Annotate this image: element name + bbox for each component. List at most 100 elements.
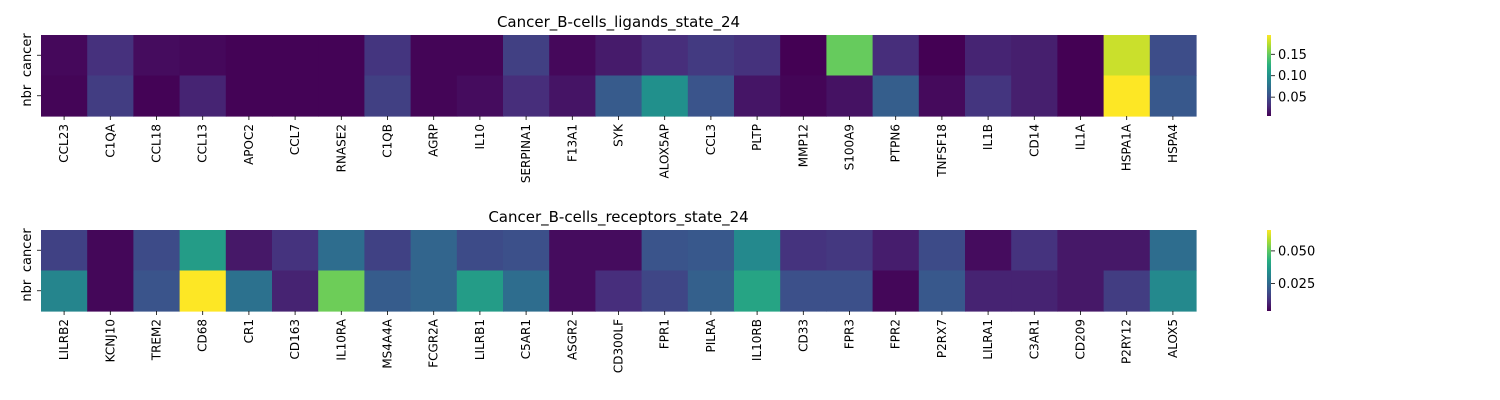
panel1-colorbar-label: 0.10 [1278,69,1307,84]
panel2-cell-cancer-ASGR2 [549,230,596,272]
panel1-cell-nbr-S100A9 [826,75,874,117]
panel2-cell-nbr-TREM2 [133,270,181,312]
panel1-col-label-IL10: IL10 [473,124,487,150]
panel1-cell-nbr-MMP12 [780,75,827,117]
panel2-cell-nbr-CD68 [179,270,227,312]
panel2-row-label-nbr: nbr [20,279,35,301]
panel2-cell-cancer-FPR2 [872,230,920,272]
panel1-cell-cancer-C1QA [87,35,134,77]
panel1-cell-cancer-TNFSF18 [918,35,966,77]
panel1-cell-nbr-IL1B [965,75,1012,117]
panel2-cell-nbr-LILRB2 [41,270,88,312]
panel1-cell-cancer-CCL23 [41,35,88,77]
panel2-cell-nbr-P2RY12 [1103,270,1151,312]
panel1-cell-cancer-RNASE2 [318,35,365,77]
panel1-col-label-MMP12: MMP12 [796,124,810,167]
panel1-cell-cancer-CCL7 [272,35,319,77]
panel2-cell-cancer-FPR1 [641,230,689,272]
panel1-cell-nbr-CCL3 [687,75,735,117]
panel2-cell-cancer-KCNJ10 [87,230,134,272]
panel1-cell-cancer-HSPA1A [1103,35,1151,77]
panel1-cell-nbr-PLTP [734,75,781,117]
panel2-cell-cancer-FPR3 [826,230,874,272]
panel1-col-label-S100A9: S100A9 [843,124,857,170]
panel2-cell-nbr-FPR3 [826,270,874,312]
panel2-cell-cancer-IL10RB [734,230,781,272]
panel1-col-label-TNFSF18: TNFSF18 [935,124,949,178]
panel1-cell-nbr-RNASE2 [318,75,365,117]
panel2-cell-nbr-MS4A4A [364,270,412,312]
panel1-cell-nbr-SERPINA1 [503,75,550,117]
panel2-col-label-FPR1: FPR1 [658,319,672,349]
panel2-col-label-CD33: CD33 [796,319,810,352]
panel1-colorbar-gradient [1267,35,1271,116]
panel1-cell-nbr-IL1A [1057,75,1105,117]
panel2-col-label-PILRA: PILRA [704,318,718,352]
panel2-cell-nbr-CD163 [272,270,319,312]
panel1-cell-nbr-CCL23 [41,75,88,117]
panel2-col-label-ALOX5: ALOX5 [1166,319,1180,358]
panel1-cell-nbr-C1QA [87,75,134,117]
panel2-cell-cancer-C3AR1 [1011,230,1058,272]
panel1-col-label-CD14: CD14 [1027,124,1041,157]
panel1-cell-cancer-APOC2 [225,35,273,77]
panel2-cell-cancer-PILRA [687,230,735,272]
panel1-col-label-AGRP: AGRP [427,124,441,157]
panel1-cell-nbr-CCL18 [133,75,181,117]
panel1-cell-nbr-CCL7 [272,75,319,117]
panel1-cell-cancer-MMP12 [780,35,827,77]
panel1-cell-cancer-IL1A [1057,35,1105,77]
panel2-cell-nbr-FCGR2A [410,270,458,312]
panel2-cell-cancer-CD33 [780,230,827,272]
panel1-cell-cancer-ALOX5AP [641,35,689,77]
panel2-cell-cancer-LILRB2 [41,230,88,272]
panel2-cell-nbr-C3AR1 [1011,270,1058,312]
panel1-cell-nbr-TNFSF18 [918,75,966,117]
panel1-col-label-PLTP: PLTP [750,124,764,151]
panel1-col-label-F13A1: F13A1 [565,124,579,162]
panel1-col-label-RNASE2: RNASE2 [334,124,348,172]
panel2-cell-nbr-KCNJ10 [87,270,134,312]
panel1-title: Cancer_B-cells_ligands_state_24 [497,13,740,32]
panel1-col-label-CCL23: CCL23 [57,124,71,163]
panel2-cell-nbr-C5AR1 [503,270,550,312]
panel1-cell-cancer-SYK [595,35,643,77]
panel2-col-label-P2RX7: P2RX7 [935,319,949,358]
panel1-col-label-CCL13: CCL13 [196,124,210,163]
panel2-cell-nbr-IL10RB [734,270,781,312]
panel1-cell-nbr-ALOX5AP [641,75,689,117]
panel2-cell-cancer-P2RY12 [1103,230,1151,272]
panel2-title: Cancer_B-cells_receptors_state_24 [488,208,748,227]
panel1-cell-cancer-F13A1 [549,35,596,77]
panel2-col-label-MS4A4A: MS4A4A [381,318,395,368]
panel1-col-label-ALOX5AP: ALOX5AP [658,124,672,178]
panel2-cell-cancer-CD300LF [595,230,643,272]
panel2-cell-nbr-ASGR2 [549,270,596,312]
panel1-cell-cancer-HSPA4 [1149,35,1197,77]
panel2-col-label-C5AR1: C5AR1 [519,319,533,359]
panel2-colorbar-label: 0.025 [1278,277,1315,292]
panel1-col-label-APOC2: APOC2 [242,124,256,165]
panel1-col-label-IL1A: IL1A [1074,123,1088,150]
panel2-cell-nbr-CD300LF [595,270,643,312]
panel1-cell-nbr-F13A1 [549,75,596,117]
panel1-cell-cancer-PLTP [734,35,781,77]
panel2-cell-nbr-PILRA [687,270,735,312]
panel1-cell-cancer-CCL18 [133,35,181,77]
panel2-col-label-FPR2: FPR2 [889,319,903,349]
panel2-cell-nbr-ALOX5 [1149,270,1197,312]
panel2-cell-cancer-C5AR1 [503,230,550,272]
panel1-cell-cancer-CCL3 [687,35,735,77]
panel1-cell-nbr-CCL13 [179,75,227,117]
panel2-cell-cancer-ALOX5 [1149,230,1197,272]
panel2-cell-cancer-FCGR2A [410,230,458,272]
panel1-row-label-nbr: nbr [20,84,35,106]
panel2-col-label-FPR3: FPR3 [843,319,857,349]
panel2-col-label-CD68: CD68 [196,319,210,352]
panel2-cell-cancer-CD209 [1057,230,1105,272]
panel1-cell-cancer-SERPINA1 [503,35,550,77]
panel1-cell-nbr-CD14 [1011,75,1058,117]
panel2-col-label-C3AR1: C3AR1 [1027,319,1041,359]
